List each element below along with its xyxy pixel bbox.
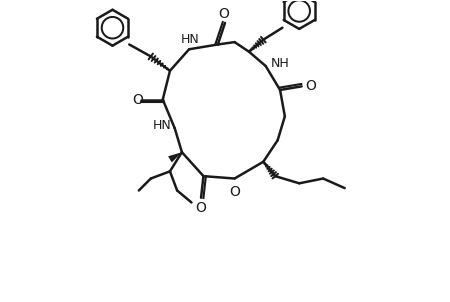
Text: O: O	[218, 7, 229, 21]
Text: HN: HN	[181, 33, 200, 46]
Polygon shape	[168, 152, 182, 162]
Text: O: O	[305, 79, 316, 93]
Text: NH: NH	[270, 57, 289, 70]
Text: O: O	[196, 201, 207, 215]
Text: O: O	[132, 92, 143, 107]
Text: HN: HN	[153, 119, 171, 132]
Text: O: O	[229, 185, 240, 198]
